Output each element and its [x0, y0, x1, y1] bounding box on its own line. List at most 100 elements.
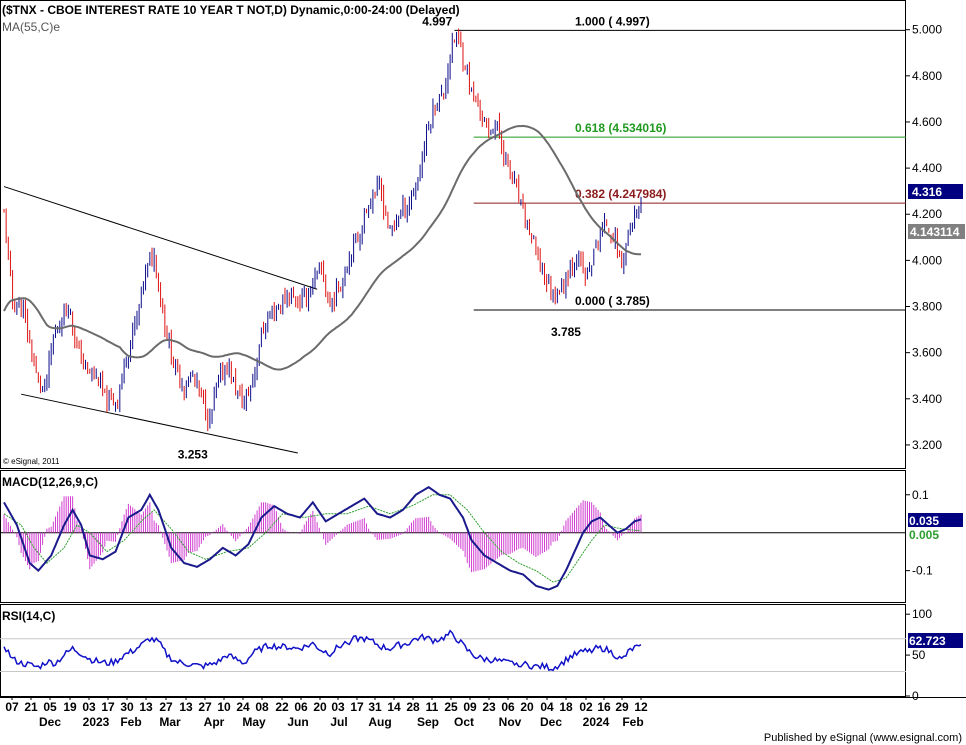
rsi-last-value: 62.723 — [909, 634, 946, 648]
date-axis: 07 21 05 19 03 17 30 13 27 13 27 10 24 08 22 06 20 03 17 31… — [5, 697, 648, 729]
date-tick-label: 29 — [615, 700, 629, 714]
last-ma-value: 4.143114 — [910, 225, 960, 239]
month-label: May — [242, 715, 266, 729]
macd-panel: 0.1 -0.1 MACD(12,26,9,C) 0.035 0.005 — [0, 475, 963, 591]
last-ma-badge: 4.143114 — [908, 224, 965, 239]
price-y-tick-label: 3.600 — [912, 346, 942, 360]
month-label: Jun — [287, 715, 308, 729]
date-tick-label: 30 — [120, 700, 134, 714]
month-label: Mar — [159, 715, 181, 729]
date-tick-label: 06 — [294, 700, 308, 714]
price-y-tick-label: 3.400 — [912, 392, 942, 406]
date-tick-label: 09 — [463, 700, 477, 714]
macd-last-box — [908, 513, 963, 527]
pivot-label: 3.253 — [178, 448, 208, 462]
price-y-tick-label: 4.200 — [912, 207, 942, 221]
date-tick-label: 27 — [198, 700, 212, 714]
macd-y-axis: 0.1 -0.1 — [906, 488, 933, 578]
date-tick-label: 24 — [236, 700, 250, 714]
date-tick-label: 03 — [82, 700, 96, 714]
month-label: Apr — [204, 715, 225, 729]
date-tick-label: 20 — [313, 700, 327, 714]
date-tick-label: 16 — [597, 700, 611, 714]
price-y-axis: 5.000 4.800 4.600 4.400 4.200 4.000 3.800 3.600… — [906, 23, 942, 452]
price-y-tick-label: 3.800 — [912, 300, 942, 314]
price-y-tick-label: 4.400 — [912, 161, 942, 175]
moving-average-line — [3, 124, 642, 371]
month-label: Nov — [499, 715, 522, 729]
fibonacci-levels: 1.000 ( 4.997) 0.618 (4.534016) 0.382 (4.2… — [454, 14, 906, 311]
date-tick-label: 23 — [482, 700, 496, 714]
trendline — [3, 186, 318, 290]
date-tick-label: 06 — [501, 700, 515, 714]
rsi-panel: 100 50 0 RSI(14,C) 62.723 — [0, 607, 963, 703]
fib-level-label: 0.382 (4.247984) — [575, 187, 666, 201]
macd-last-value: 0.035 — [909, 514, 939, 528]
date-tick-label: 18 — [559, 700, 573, 714]
last-ma-box — [908, 224, 965, 239]
price-y-tick-label: 4.800 — [912, 69, 942, 83]
price-bars — [3, 28, 642, 432]
macd-y-tick-label: 0.1 — [912, 488, 929, 502]
price-y-tick-label: 5.000 — [912, 23, 942, 37]
trendline — [21, 393, 298, 454]
date-tick-label: 27 — [159, 700, 173, 714]
macd-signal-badge: 0.005 — [908, 528, 963, 542]
macd-panel-frame — [0, 470, 906, 603]
price-y-tick-label: 4.600 — [912, 115, 942, 129]
last-price-value: 4.316 — [912, 185, 942, 199]
date-tick-label: 10 — [217, 700, 231, 714]
pivot-labels: 4.997 3.785 3.253 — [178, 14, 582, 461]
date-tick-label: 03 — [331, 700, 345, 714]
rsi-title: RSI(14,C) — [2, 609, 55, 623]
date-tick-label: 07 — [5, 700, 19, 714]
date-tick-label: 11 — [426, 700, 439, 714]
month-label: Oct — [454, 715, 474, 729]
date-tick-label: 08 — [255, 700, 269, 714]
date-tick-label: 13 — [179, 700, 193, 714]
month-label: 2023 — [83, 715, 110, 729]
date-tick-label: 13 — [139, 700, 153, 714]
date-tick-label: 05 — [43, 700, 57, 714]
rsi-line — [3, 629, 642, 672]
price-y-tick-label: 4.000 — [912, 253, 942, 267]
panel-frames — [0, 0, 966, 698]
macd-title: MACD(12,26,9,C) — [2, 475, 98, 489]
rsi-y-axis: 100 50 0 — [906, 607, 932, 703]
fib-level-label: 0.618 (4.534016) — [575, 121, 666, 135]
macd-line — [3, 486, 642, 591]
date-tick-label: 12 — [634, 700, 648, 714]
price-panel: 5.000 4.800 4.600 4.400 4.200 4.000 3.800 3.600… — [2, 3, 965, 466]
month-label: Dec — [540, 715, 562, 729]
date-tick-label: 04 — [540, 700, 554, 714]
date-tick-label: 21 — [24, 700, 38, 714]
ma-legend: MA(55,C)e — [2, 20, 60, 34]
rsi-y-tick-label: 100 — [912, 607, 932, 621]
date-tick-label: 25 — [444, 700, 458, 714]
published-by: Published by eSignal (www.esignal.com) — [764, 732, 962, 744]
date-tick-label: 17 — [350, 700, 364, 714]
macd-last-badge: 0.035 — [908, 513, 963, 528]
date-tick-label: 17 — [101, 700, 115, 714]
macd-signal-box — [908, 528, 963, 542]
date-tick-label: 31 — [368, 700, 382, 714]
date-tick-label: 20 — [520, 700, 534, 714]
price-y-tick-label: 3.200 — [912, 438, 942, 452]
date-tick-label: 19 — [63, 700, 77, 714]
macd-signal-line — [3, 494, 642, 583]
macd-histogram — [3, 496, 642, 573]
last-price-badge: 4.316 — [908, 184, 963, 199]
date-tick-label: 02 — [579, 700, 593, 714]
month-label: Jul — [330, 715, 347, 729]
month-label: 2024 — [583, 715, 610, 729]
fib-level-label: 0.000 ( 3.785) — [575, 294, 650, 308]
copyright-text: © eSignal, 2011 — [3, 457, 60, 466]
rsi-y-tick-label: 50 — [912, 648, 926, 662]
fib-level-label: 1.000 ( 4.997) — [575, 14, 650, 28]
month-label: Dec — [39, 715, 61, 729]
rsi-last-badge: 62.723 — [908, 633, 963, 648]
macd-y-tick-label: -0.1 — [912, 564, 933, 578]
pivot-label: 3.785 — [551, 325, 581, 339]
